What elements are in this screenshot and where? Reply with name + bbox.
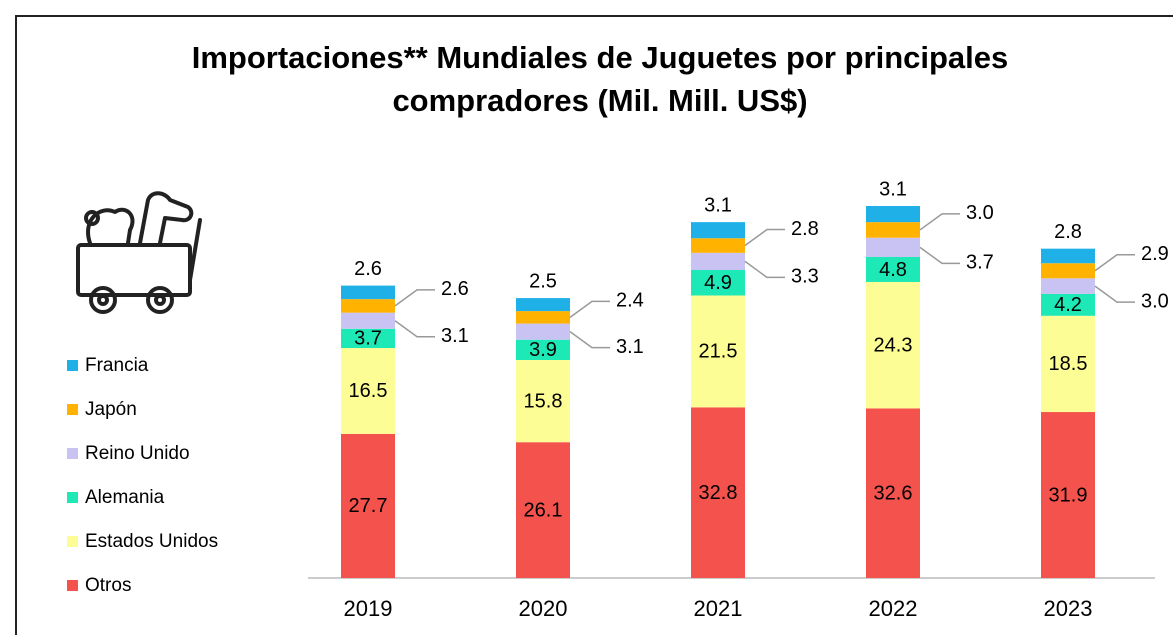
legend-label: Alemania [85,487,165,508]
data-label: 2.8 [791,218,819,240]
bar-segment [516,324,570,340]
data-label: 32.8 [699,482,738,504]
data-label: 32.6 [874,482,913,504]
legend-swatch [67,580,78,591]
legend-label: Japón [85,399,137,420]
chart-title: Importaciones** Mundiales de Juguetes po… [192,40,1009,75]
legend-label: Estados Unidos [85,531,218,552]
bar-segment [516,298,570,311]
data-label: 3.3 [791,266,819,288]
data-label: 4.9 [704,272,732,294]
data-label: 3.7 [354,328,382,350]
data-label: 2.5 [529,270,557,292]
bar-segment [516,311,570,323]
bar-segment [866,238,920,257]
x-tick-label: 2023 [1044,596,1093,621]
bar-segment [341,313,395,329]
data-label: 3.1 [616,336,644,358]
data-label: 4.8 [879,259,907,281]
data-label: 2.9 [1141,243,1169,265]
data-label: 2.4 [616,290,644,312]
data-label: 15.8 [524,390,563,412]
data-label: 3.0 [1141,290,1169,312]
legend-swatch [67,360,78,371]
data-label: 26.1 [524,499,563,521]
data-label: 2.6 [441,278,469,300]
bar-segment [866,222,920,238]
x-tick-label: 2019 [344,596,393,621]
legend-swatch [67,448,78,459]
data-label: 21.5 [699,341,738,363]
chart: Importaciones** Mundiales de Juguetes po… [0,0,1173,635]
data-label: 31.9 [1049,484,1088,506]
data-label: 4.2 [1054,294,1082,316]
bar-segment [1041,263,1095,278]
data-label: 3.1 [879,178,907,200]
data-label: 3.0 [966,202,994,224]
legend-swatch [67,404,78,415]
data-label: 16.5 [349,380,388,402]
bar-segment [341,299,395,313]
bar-segment [341,286,395,300]
x-tick-label: 2022 [869,596,918,621]
bar-segment [691,253,745,270]
data-label: 3.1 [441,325,469,347]
legend-label: Francia [85,355,149,376]
data-label: 3.9 [529,339,557,361]
data-label: 2.8 [1054,221,1082,243]
data-label: 27.7 [349,495,388,517]
bar-segment [1041,249,1095,264]
bar-segment [691,238,745,253]
bar-segment [691,222,745,238]
data-label: 18.5 [1049,353,1088,375]
data-label: 2.6 [354,258,382,280]
data-label: 3.1 [704,194,732,216]
legend-swatch [67,536,78,547]
legend-label: Otros [85,575,131,596]
data-label: 3.7 [966,252,994,274]
chart-subtitle: compradores (Mil. Mill. US$) [392,83,807,118]
bar-segment [1041,278,1095,294]
x-tick-label: 2020 [519,596,568,621]
legend-swatch [67,492,78,503]
legend-label: Reino Unido [85,443,190,464]
data-label: 24.3 [874,334,913,356]
bar-segment [866,206,920,222]
x-tick-label: 2021 [694,596,743,621]
